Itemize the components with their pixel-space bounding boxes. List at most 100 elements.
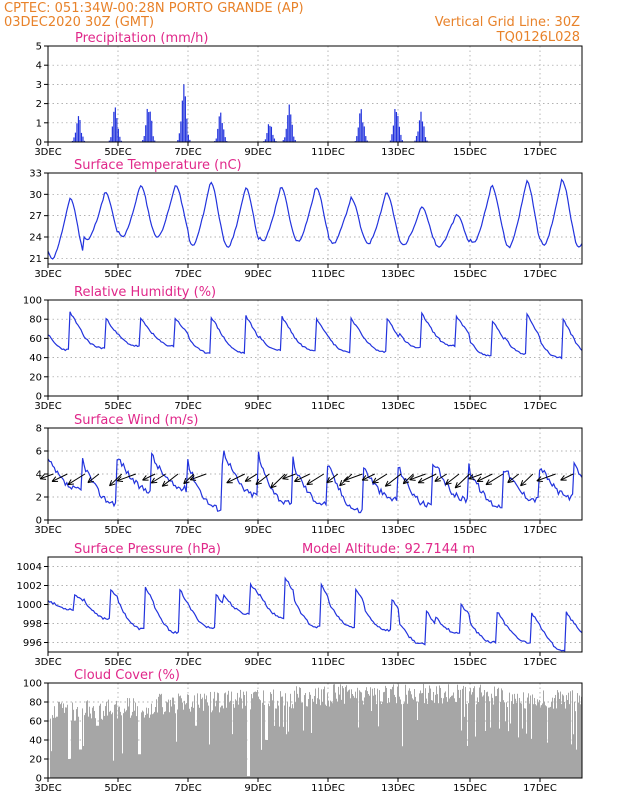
wind-xtick-label: 7DEC: [174, 525, 201, 536]
cloud-cover-bar: [423, 683, 424, 778]
temperature-xtick-label: 3DEC: [34, 269, 61, 280]
cloud-cover-bar: [493, 704, 494, 778]
cloud-cover-bar: [344, 703, 345, 778]
cloud-cover-bar: [198, 704, 199, 778]
cloud-cover-bar: [544, 701, 545, 778]
cloud-cover-bar: [501, 688, 502, 778]
cloud-cover-bar: [159, 693, 160, 778]
cloud-cover-bar: [241, 698, 242, 778]
humidity-ytick-label: 60: [29, 334, 42, 345]
cloud-cover-bar: [333, 684, 334, 778]
cloud-cover-bar: [411, 694, 412, 778]
precipitation-bar: [220, 112, 222, 142]
wind-arrow-head: [455, 485, 462, 489]
cloud-cover-bar: [309, 692, 310, 778]
cloud-cover-bar: [523, 692, 524, 778]
precipitation-bar: [113, 111, 115, 142]
cloud-cover-bar: [255, 691, 256, 778]
cloud-cover-bar: [389, 702, 390, 778]
cloud-cover-bar: [199, 707, 200, 778]
cloud-cover-bar: [120, 711, 121, 778]
cloud-cover-bar: [572, 690, 573, 778]
wind-arrow-head: [270, 485, 277, 489]
cloud-cover-bar: [413, 699, 414, 778]
cloud-cover-bar: [228, 690, 229, 778]
cloud-cover-bar: [240, 689, 241, 778]
cloud-cover-bar: [307, 706, 308, 778]
cloud-cover-bar: [221, 705, 222, 778]
wind-arrow-head: [306, 483, 313, 486]
cloud-cover-bar: [86, 701, 87, 778]
cloud-cover-bar: [223, 708, 224, 778]
cloud-cover-bar: [171, 706, 172, 778]
precipitation-bar: [291, 124, 293, 142]
wind-arrow-head: [67, 479, 72, 485]
wind-arrow: [326, 473, 339, 484]
wind-arrow-head: [255, 478, 260, 485]
precipitation-ytick-label: 0: [36, 138, 42, 149]
cloud-cover-xtick-label: 9DEC: [244, 783, 271, 794]
cloud-cover-bar: [308, 699, 309, 778]
cloud-cover-bar: [362, 700, 363, 778]
cloud-cover-bar: [162, 707, 163, 778]
header-date: 03DEC2020 30Z (GMT): [4, 15, 155, 30]
cloud-cover-bar: [417, 720, 418, 778]
cloud-cover-bar: [511, 701, 512, 778]
cloud-cover-bar: [379, 690, 380, 778]
wind-arrow-head: [384, 480, 389, 487]
cloud-cover-bar: [215, 706, 216, 778]
wind-arrow-head: [109, 483, 116, 487]
cloud-cover-bar: [556, 708, 557, 778]
cloud-cover-bar: [144, 717, 145, 778]
cloud-cover-bar: [343, 688, 344, 778]
cloud-cover-bar: [243, 691, 244, 778]
cloud-cover-bar: [375, 694, 376, 778]
cloud-cover-bar: [130, 717, 131, 778]
cloud-cover-bar: [54, 706, 55, 778]
cloud-cover-bar: [392, 686, 393, 778]
cloud-cover-bar: [424, 703, 425, 778]
pressure-ytick-label: 996: [23, 638, 42, 649]
cloud-cover-bar: [222, 705, 223, 778]
cloud-cover-bar: [325, 704, 326, 778]
cloud-cover-bar: [340, 684, 341, 778]
cloud-cover-ytick-label: 60: [29, 717, 42, 728]
cloud-cover-bar: [348, 690, 349, 778]
cloud-cover-bar: [386, 687, 387, 778]
cloud-cover-bar: [88, 716, 89, 778]
precipitation-bar: [119, 136, 121, 142]
cloud-cover-bar: [60, 704, 61, 778]
cloud-cover-bar: [451, 695, 452, 778]
cloud-cover-bar: [80, 749, 81, 778]
cloud-cover-bar: [98, 725, 99, 778]
cloud-cover-bar: [242, 708, 243, 778]
cloud-cover-bar: [82, 708, 83, 778]
cloud-cover-bar: [469, 691, 470, 778]
wind-arrow-head: [385, 484, 392, 487]
cloud-cover-bar: [363, 704, 364, 778]
cloud-cover-bar: [170, 699, 171, 778]
cloud-cover-bar: [573, 734, 574, 778]
precipitation-bar: [269, 125, 271, 142]
temperature-title: Surface Temperature (nC): [74, 158, 242, 173]
precipitation-bar: [397, 115, 399, 142]
cloud-cover-bar: [576, 749, 577, 778]
precipitation-bar: [293, 136, 295, 142]
cloud-cover-bar: [90, 713, 91, 778]
cloud-cover-bar: [328, 700, 329, 778]
cloud-cover-bar: [154, 711, 155, 778]
cloud-cover-bar: [310, 694, 311, 778]
precipitation-title: Precipitation (mm/h): [75, 31, 208, 46]
cloud-cover-bar: [541, 705, 542, 778]
cloud-cover-bar: [510, 723, 511, 778]
precipitation-bar: [389, 140, 392, 142]
cloud-cover-bar: [53, 717, 54, 778]
precipitation-bar: [414, 140, 416, 142]
cloud-cover-bar: [403, 703, 404, 778]
cloud-cover-bar: [480, 684, 481, 778]
cloud-cover-bar: [383, 692, 384, 778]
temperature-xtick-label: 11DEC: [311, 269, 345, 280]
cloud-cover-bar: [75, 721, 76, 778]
cloud-cover-bar: [452, 695, 453, 778]
cloud-cover-xtick-label: 13DEC: [381, 783, 415, 794]
